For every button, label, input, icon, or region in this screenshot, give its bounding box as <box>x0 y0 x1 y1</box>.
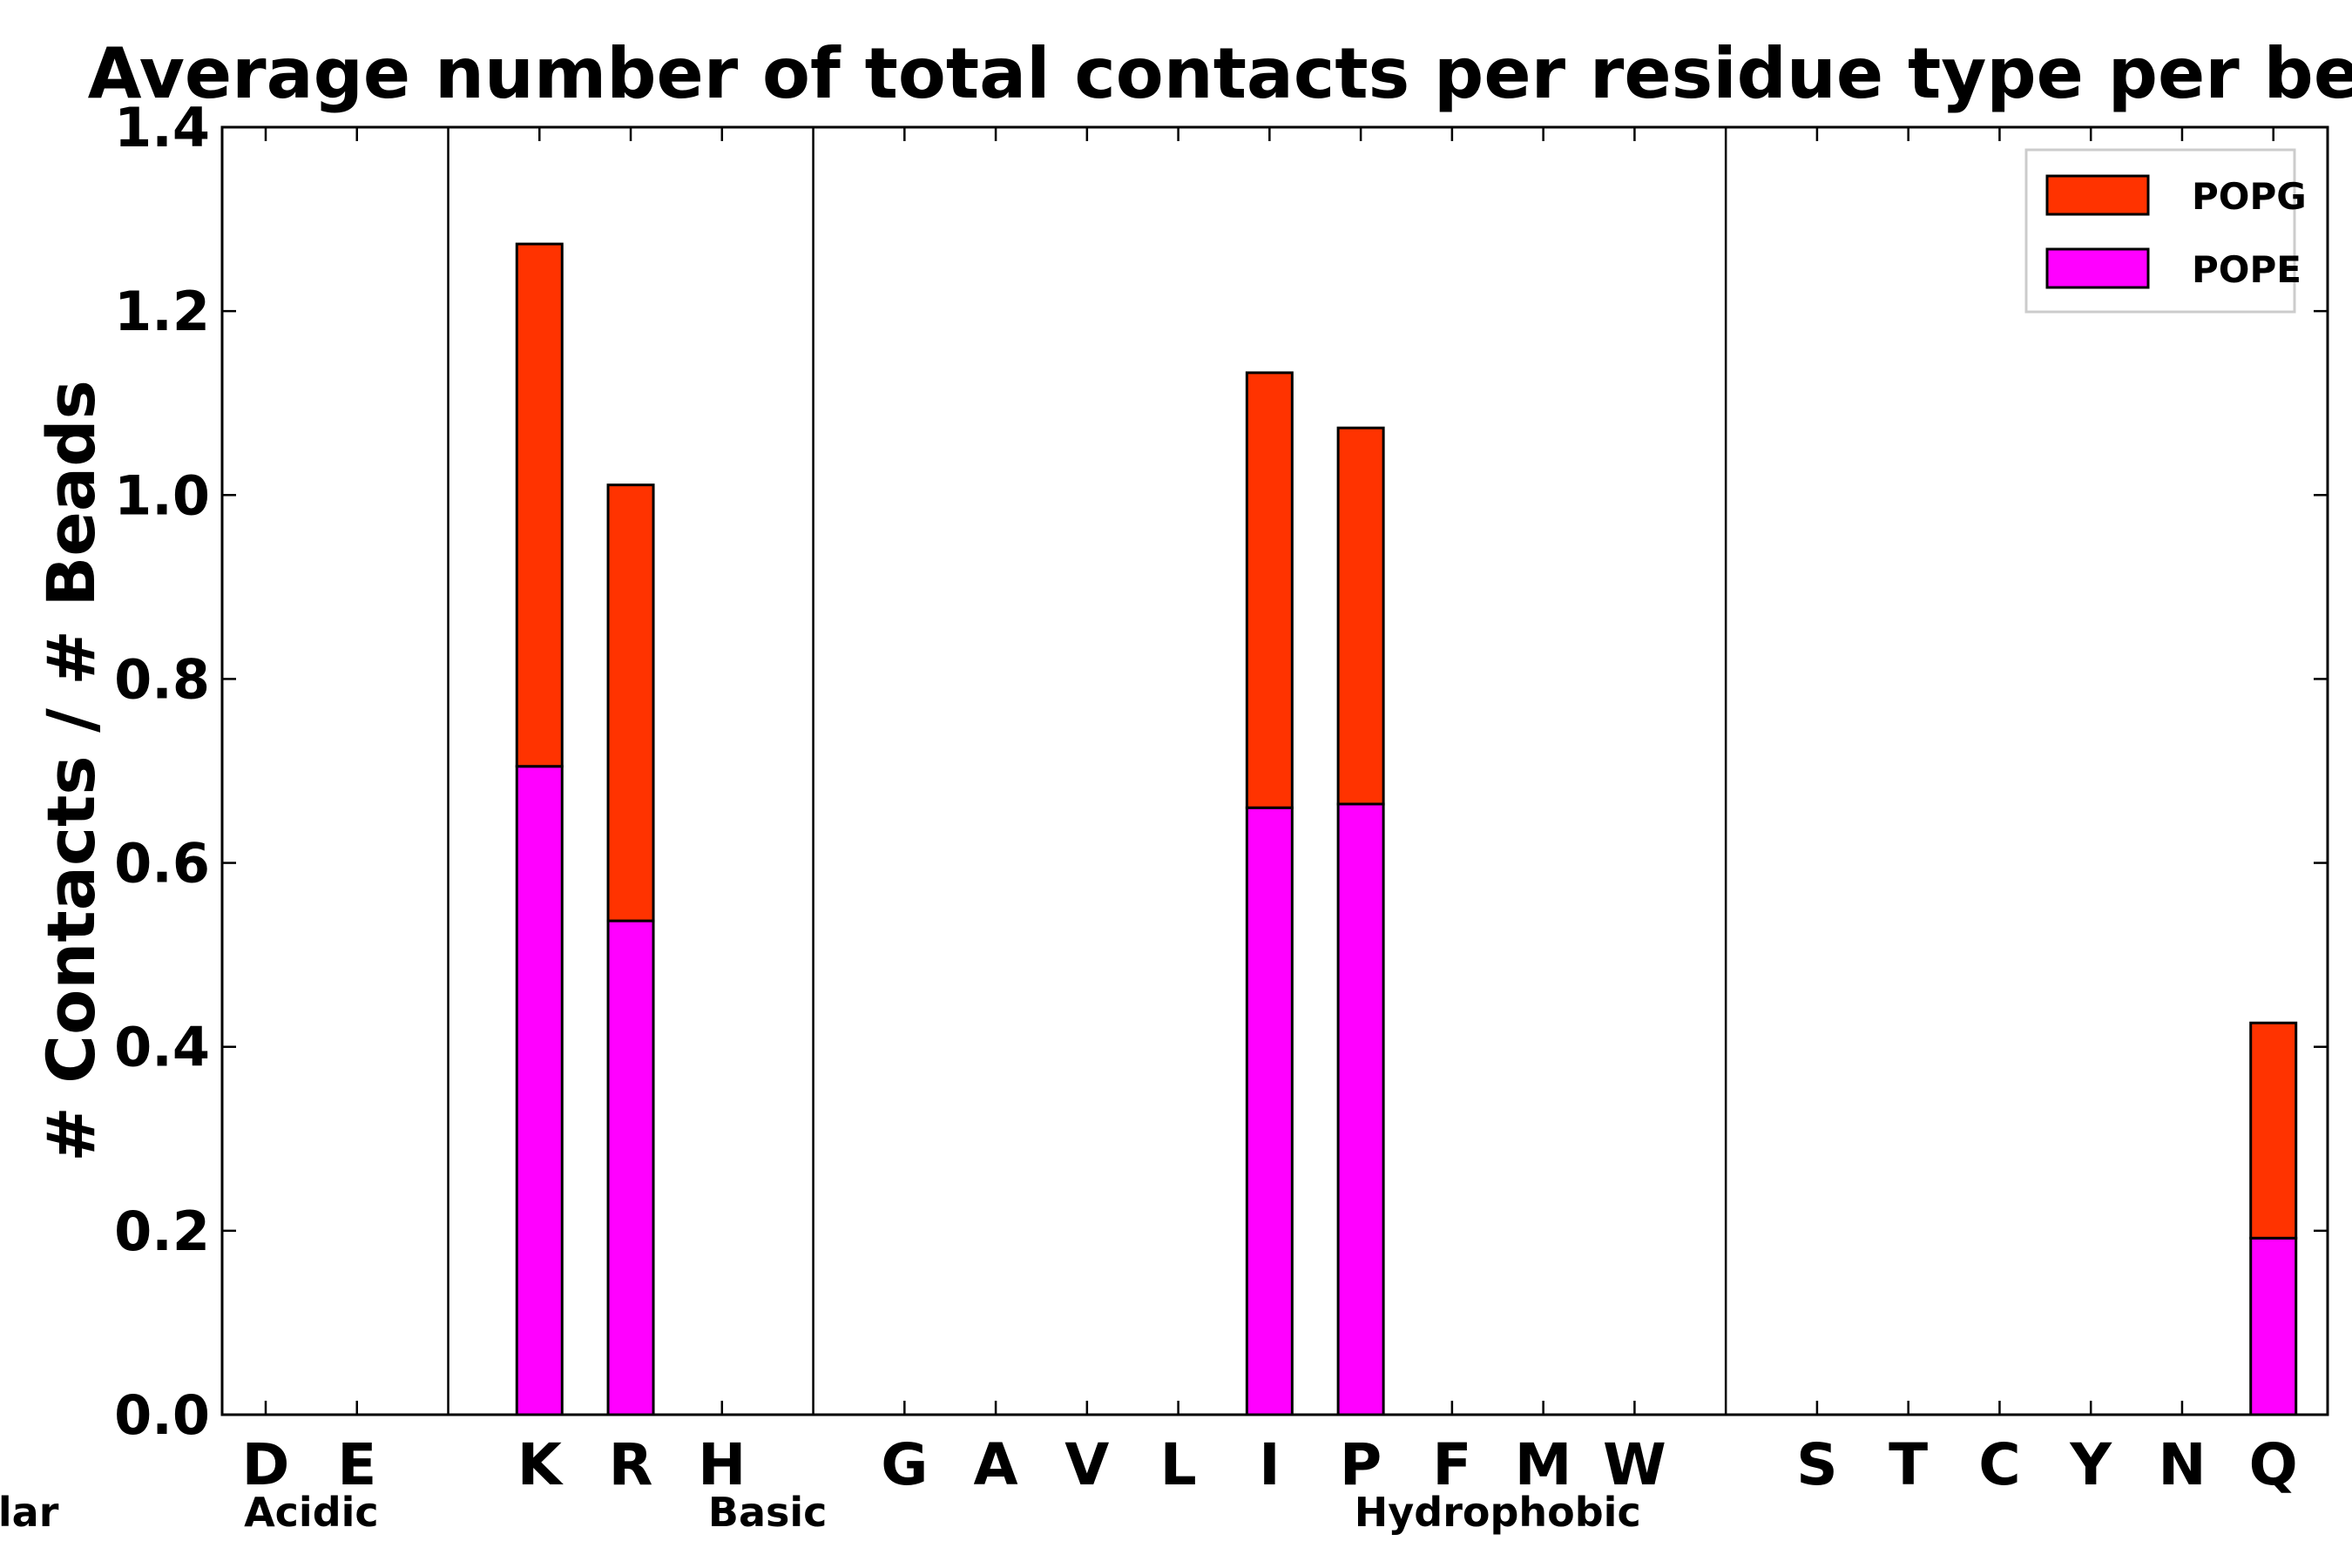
x-tick-label-w: W <box>1603 1431 1666 1498</box>
x-tick-label-m: M <box>1515 1431 1572 1498</box>
x-tick-label-v: V <box>1064 1431 1109 1498</box>
x-tick-label-t: T <box>1889 1431 1928 1498</box>
x-tick-label-h: H <box>698 1431 746 1498</box>
bar-popg-p <box>1336 426 1385 806</box>
y-tick-label: 0.4 <box>114 1016 210 1079</box>
legend: POPG POPE <box>2024 148 2307 314</box>
y-tick-label: 0.6 <box>114 832 210 896</box>
x-tick-label-r: R <box>609 1431 653 1498</box>
x-tick-label-e: E <box>337 1431 376 1498</box>
bar-pope-q <box>2249 1236 2298 1416</box>
group-label-acidic: Acidic <box>244 1489 379 1536</box>
x-tick-label-a: A <box>974 1431 1018 1498</box>
y-tick-label: 0.8 <box>114 647 210 711</box>
y-tick-label: 0.2 <box>114 1200 210 1263</box>
plot-frame <box>220 125 2329 1416</box>
bar-pope-i <box>1245 806 1294 1416</box>
legend-label-popg: POPG <box>2192 175 2307 218</box>
x-tick-label-y: Y <box>2069 1431 2112 1498</box>
y-tick-label: 1.2 <box>114 280 210 343</box>
group-label-hydrophobic: Hydrophobic <box>1355 1489 1641 1536</box>
y-tick-label: 0.0 <box>114 1383 210 1447</box>
x-tick-label-p: P <box>1340 1431 1382 1498</box>
x-tick-label-c: C <box>1978 1431 2020 1498</box>
group-label-polar: Polar <box>0 1489 59 1536</box>
x-tick-label-g: G <box>881 1431 928 1498</box>
bar-pope-p <box>1336 802 1385 1416</box>
x-tick-label-k: K <box>517 1431 564 1498</box>
bar-pope-k <box>515 765 564 1416</box>
chart-title: Average number of total contacts per res… <box>88 33 2352 114</box>
bar-popg-k <box>515 242 564 768</box>
bar-popg-i <box>1245 371 1294 809</box>
legend-swatch-pope <box>2045 247 2150 289</box>
x-tick-label-n: N <box>2158 1431 2206 1498</box>
bar-popg-r <box>606 483 655 923</box>
x-tick-label-s: S <box>1796 1431 1838 1498</box>
group-label-basic: Basic <box>708 1489 828 1536</box>
x-tick-label-l: L <box>1160 1431 1197 1498</box>
x-tick-label-q: Q <box>2249 1431 2298 1498</box>
legend-label-pope: POPE <box>2192 248 2301 291</box>
y-tick-label: 1.4 <box>114 96 210 159</box>
x-tick-label-i: I <box>1259 1431 1281 1498</box>
bar-popg-q <box>2249 1021 2298 1240</box>
legend-swatch-popg <box>2045 174 2150 216</box>
x-tick-label-f: F <box>1432 1431 1471 1498</box>
y-tick-label: 1.0 <box>114 463 210 527</box>
bar-pope-r <box>606 919 655 1416</box>
plot-area: 0.0 0.2 0.4 0.6 0.8 1.0 1.2 1.4 D E K R H G A V L I P F M W S T… <box>0 96 2328 1536</box>
y-axis-label: # Contacts / # Beads <box>32 380 110 1162</box>
x-tick-label-d: D <box>242 1431 290 1498</box>
